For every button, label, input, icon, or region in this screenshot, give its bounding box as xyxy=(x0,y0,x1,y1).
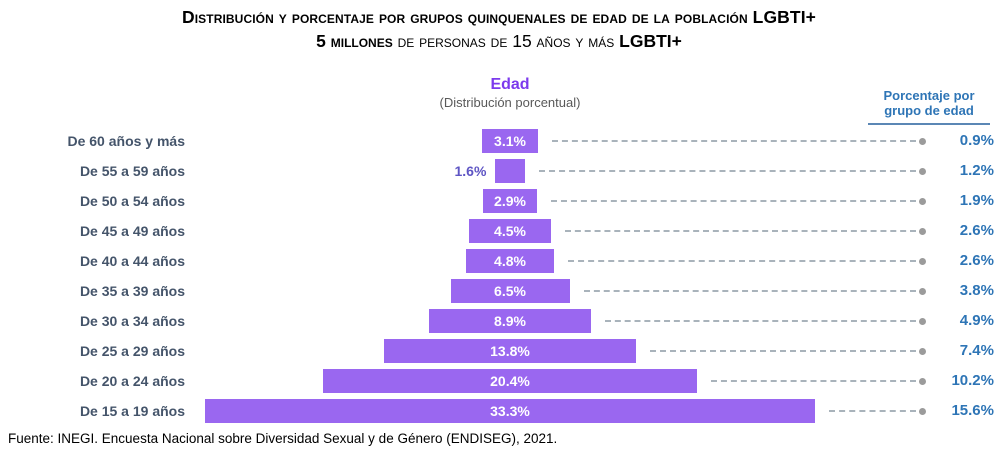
distribution-bar: 20.4% xyxy=(323,369,697,393)
distribution-bar: 8.9% xyxy=(428,309,592,333)
distribution-bar: 4.8% xyxy=(466,249,554,273)
chart-row: De 45 a 49 años 4.5% 2.6% xyxy=(0,216,998,246)
bar-value-label: 3.1% xyxy=(494,133,526,149)
distribution-bar: 13.8% xyxy=(383,339,637,363)
chart-row: De 60 años y más 3.1% 0.9% xyxy=(0,126,998,156)
bar-value-label: 6.5% xyxy=(494,283,526,299)
connector-dot-icon xyxy=(918,347,926,355)
bar-zone: 33.3% xyxy=(200,399,820,423)
axis-title-edad: Edad xyxy=(490,76,530,93)
connector-dot-icon xyxy=(918,137,926,145)
distribution-bar: 4.5% xyxy=(468,219,552,243)
dashed-connector xyxy=(710,377,926,385)
percentage-by-group-value: 1.2% xyxy=(959,162,994,179)
chart-row: De 20 a 24 años 20.4% 10.2% xyxy=(0,366,998,396)
bar-zone: 3.1% xyxy=(200,129,820,153)
chart-rows: De 60 años y más 3.1% 0.9% De 55 a 59 añ… xyxy=(0,126,998,426)
chart-title-line2: 5 millones de personas de 15 años y más … xyxy=(0,29,998,53)
connector-dot-icon xyxy=(918,227,926,235)
dashed-connector xyxy=(567,257,926,265)
axis-subtitle: (Distribución porcentual) xyxy=(439,95,581,110)
chart-row: De 35 a 39 años 6.5% 3.8% xyxy=(0,276,998,306)
bar-zone: 8.9% xyxy=(200,309,820,333)
title-bold-5-millones: 5 millones xyxy=(316,31,393,51)
connector-dot-icon xyxy=(918,317,926,325)
percentage-by-group-value: 2.6% xyxy=(959,252,994,269)
distribution-bar: 2.9% xyxy=(483,189,537,213)
age-group-label: De 60 años y más xyxy=(67,133,185,149)
bar-value-label: 4.5% xyxy=(494,223,526,239)
percentage-by-group-value: 7.4% xyxy=(959,342,994,359)
age-group-label: De 20 a 24 años xyxy=(79,373,185,389)
title-middle-text: de personas de 15 años y más xyxy=(392,31,620,51)
bar-zone: 6.5% xyxy=(200,279,820,303)
dashed-connector xyxy=(565,227,926,235)
percentage-by-group-value: 10.2% xyxy=(951,372,994,389)
age-group-label: De 15 a 19 años xyxy=(79,403,185,419)
distribution-bar: 33.3% xyxy=(205,399,815,423)
bar-value-label: 2.9% xyxy=(494,193,526,209)
percentage-by-group-value: 3.8% xyxy=(959,282,994,299)
chart-row: De 25 a 29 años 13.8% 7.4% xyxy=(0,336,998,366)
bar-zone: 13.8% xyxy=(200,339,820,363)
percentage-by-group-value: 15.6% xyxy=(951,402,994,419)
axis-header: Edad (Distribución porcentual) xyxy=(200,76,820,110)
dashed-connector xyxy=(650,347,926,355)
percentage-by-group-value: 0.9% xyxy=(959,132,994,149)
dashed-connector xyxy=(583,287,926,295)
bar-zone: 2.9% xyxy=(200,189,820,213)
percentage-by-group-value: 2.6% xyxy=(959,222,994,239)
bar-value-label: 33.3% xyxy=(490,403,530,419)
age-group-label: De 30 a 34 años xyxy=(79,313,185,329)
dashed-connector xyxy=(550,197,926,205)
chart-title-block: Distribución y porcentaje por grupos qui… xyxy=(0,5,998,53)
chart-row: De 15 a 19 años 33.3% 15.6% xyxy=(0,396,998,426)
age-group-label: De 25 a 29 años xyxy=(79,343,185,359)
bar-zone: 1.6% xyxy=(200,159,820,183)
age-group-label: De 40 a 44 años xyxy=(79,253,185,269)
chart-title-line1: Distribución y porcentaje por grupos qui… xyxy=(182,7,816,27)
bar-value-label: 13.8% xyxy=(490,343,530,359)
dashed-connector xyxy=(828,407,926,415)
bar-value-label: 20.4% xyxy=(490,373,530,389)
bar-zone: 4.5% xyxy=(200,219,820,243)
right-column-header: Porcentaje por grupo de edad xyxy=(868,88,990,125)
title-bold-lgbti: LGBTI+ xyxy=(619,31,682,51)
age-group-label: De 55 a 59 años xyxy=(79,163,185,179)
connector-dot-icon xyxy=(918,377,926,385)
dashed-connector xyxy=(605,317,926,325)
connector-dot-icon xyxy=(918,407,926,415)
bar-value-label: 8.9% xyxy=(494,313,526,329)
chart-row: De 30 a 34 años 8.9% 4.9% xyxy=(0,306,998,336)
age-group-label: De 45 a 49 años xyxy=(79,223,185,239)
distribution-bar xyxy=(495,159,525,183)
distribution-bar: 3.1% xyxy=(481,129,539,153)
source-note: Fuente: INEGI. Encuesta Nacional sobre D… xyxy=(8,431,558,446)
chart-row: De 55 a 59 años 1.6% 1.2% xyxy=(0,156,998,186)
dashed-connector xyxy=(538,167,926,175)
bar-zone: 4.8% xyxy=(200,249,820,273)
percentage-by-group-value: 4.9% xyxy=(959,312,994,329)
age-group-label: De 50 a 54 años xyxy=(79,193,185,209)
connector-dot-icon xyxy=(918,257,926,265)
chart-row: De 40 a 44 años 4.8% 2.6% xyxy=(0,246,998,276)
age-group-label: De 35 a 39 años xyxy=(79,283,185,299)
connector-dot-icon xyxy=(919,287,926,295)
percentage-by-group-value: 1.9% xyxy=(959,192,994,209)
bar-value-label-outside: 1.6% xyxy=(454,163,487,179)
dashed-connector xyxy=(552,137,926,145)
distribution-bar: 6.5% xyxy=(450,279,570,303)
connector-dot-icon xyxy=(918,167,926,175)
bar-zone: 20.4% xyxy=(200,369,820,393)
chart-row: De 50 a 54 años 2.9% 1.9% xyxy=(0,186,998,216)
bar-value-label: 4.8% xyxy=(494,253,526,269)
connector-dot-icon xyxy=(919,197,926,205)
